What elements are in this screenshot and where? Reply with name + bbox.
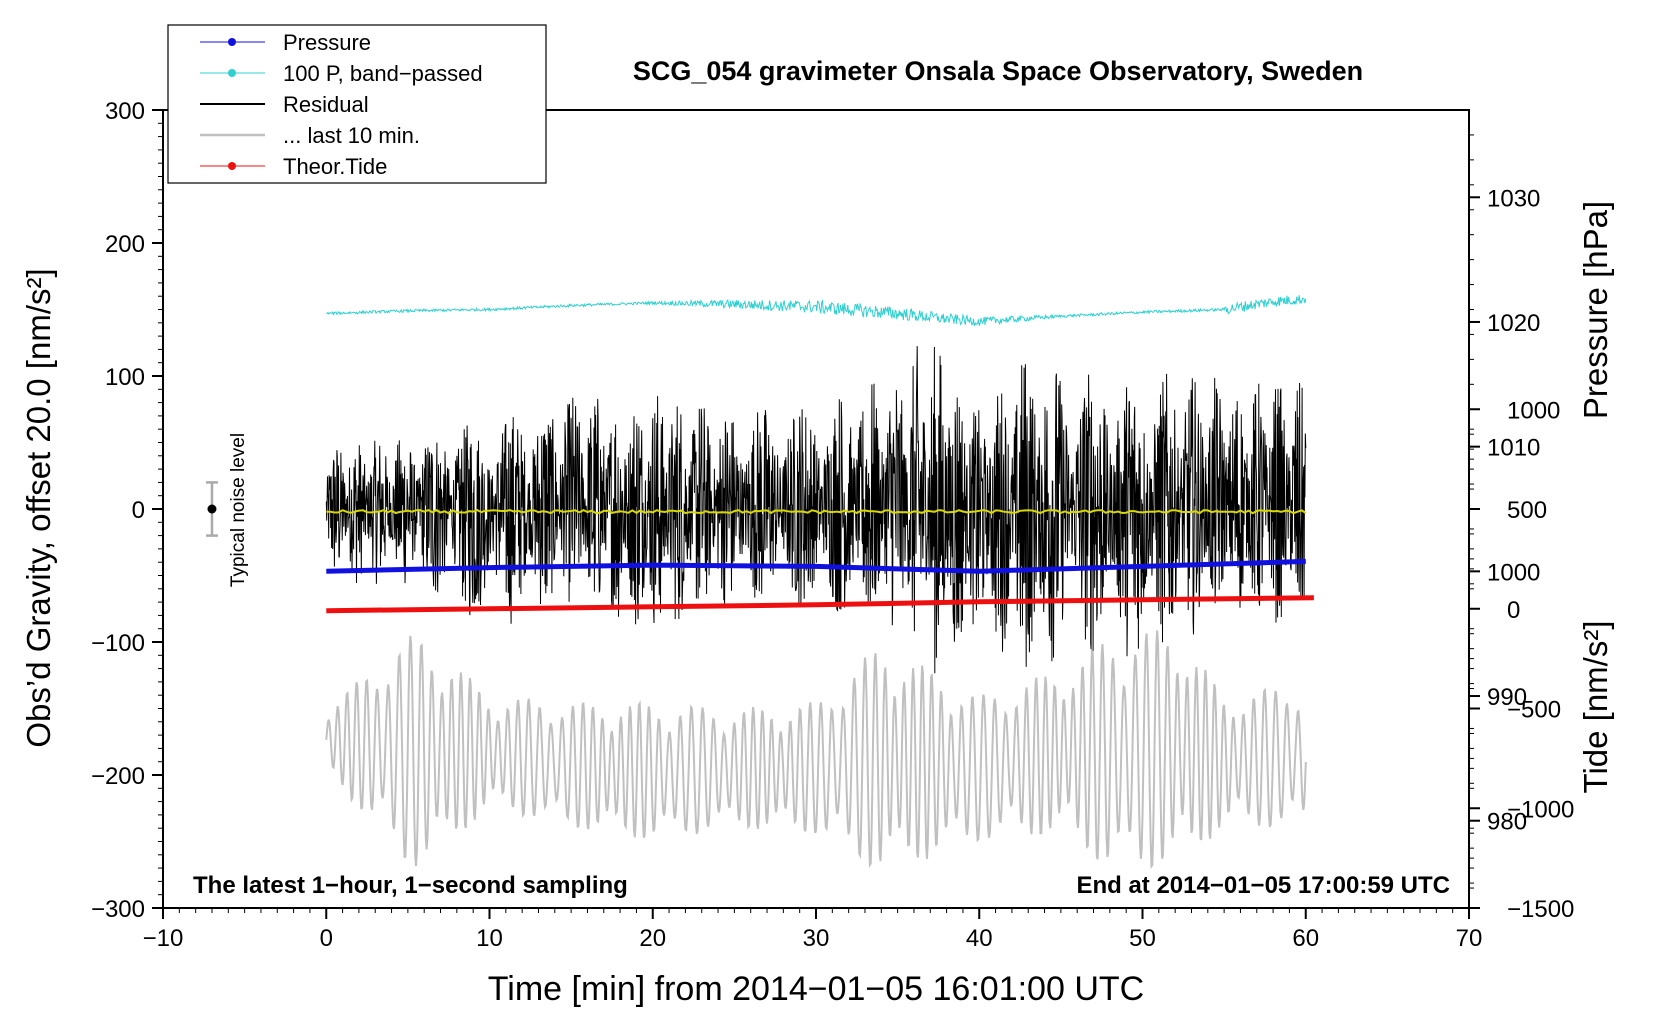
chart-title: SCG_054 gravimeter Onsala Space Observat… xyxy=(633,56,1363,86)
annotation-sampling: The latest 1−hour, 1−second sampling xyxy=(193,872,628,899)
y-tick-label: 200 xyxy=(105,231,145,258)
y-tick-label: −100 xyxy=(91,630,145,657)
x-axis-label: Time [min] from 2014−01−05 16:01:00 UTC xyxy=(488,970,1144,1008)
series-tide-line xyxy=(326,595,1314,614)
y-tick-label: 100 xyxy=(105,364,145,391)
legend-marker xyxy=(228,38,236,46)
data-layer xyxy=(325,295,1314,869)
noise-level-label: Typical noise level xyxy=(228,433,249,587)
x-tick-label: 50 xyxy=(1129,925,1156,952)
noise-level-indicator xyxy=(205,481,218,537)
legend-marker xyxy=(228,162,236,170)
y-tick-label: 300 xyxy=(105,98,145,125)
x-tick-label: 10 xyxy=(476,925,503,952)
y-axis-label-left: Obs’d Gravity, offset 20.0 [nm/s²] xyxy=(20,268,57,747)
tide-tick-label: −500 xyxy=(1507,697,1561,724)
x-tick-label: 0 xyxy=(320,925,333,952)
pressure-tick-label: 980 xyxy=(1487,809,1527,836)
pressure-tick-label: 1020 xyxy=(1487,310,1540,337)
noise-level-dot xyxy=(207,504,217,514)
series-last-10-min-line xyxy=(325,630,1307,869)
x-tick-label: 20 xyxy=(639,925,666,952)
x-tick-label: −10 xyxy=(143,925,184,952)
series-pressure-line xyxy=(326,558,1306,574)
y-tick-label: 0 xyxy=(132,497,145,524)
pressure-tick-label: 1000 xyxy=(1487,559,1540,586)
y-axis-label-pressure: Pressure [hPa] xyxy=(1577,201,1614,419)
x-axis-ticks: −10 0 10 20 30 40 50 60 70 xyxy=(143,908,1483,952)
tide-tick-label: 500 xyxy=(1507,497,1547,524)
tide-axis-ticks: 1000 500 0 −500 −1000 −1500 xyxy=(1469,397,1574,923)
series-residual-line xyxy=(325,346,1307,674)
pressure-tick-label: 990 xyxy=(1487,684,1527,711)
x-tick-label: 60 xyxy=(1292,925,1319,952)
tide-tick-label: 1000 xyxy=(1507,397,1560,424)
x-tick-label: 30 xyxy=(803,925,830,952)
tide-tick-label: 0 xyxy=(1507,597,1520,624)
y-tick-label: −300 xyxy=(91,896,145,923)
legend-label: ... last 10 min. xyxy=(283,123,420,148)
pressure-tick-label: 1030 xyxy=(1487,185,1540,212)
legend: Pressure 100 P, band−passed Residual ... la… xyxy=(167,24,547,184)
legend-label: 100 P, band−passed xyxy=(283,61,483,86)
legend-label: Theor.Tide xyxy=(283,154,387,179)
x-tick-label: 40 xyxy=(966,925,993,952)
legend-label: Residual xyxy=(283,92,369,117)
series-bandpassed-line xyxy=(326,295,1307,326)
y-axis-label-tide: Tide [nm/s²] xyxy=(1577,621,1614,794)
y-axis-ticks: 300 200 100 0 −100 −200 −300 xyxy=(91,98,163,923)
pressure-tick-label: 1010 xyxy=(1487,435,1540,462)
tide-tick-label: −1000 xyxy=(1507,796,1574,823)
legend-marker xyxy=(228,69,236,77)
residual-mean-line xyxy=(326,508,1307,515)
tide-tick-label: −1500 xyxy=(1507,896,1574,923)
annotation-end-time: End at 2014−01−05 17:00:59 UTC xyxy=(1076,872,1450,899)
legend-label: Pressure xyxy=(283,30,371,55)
x-tick-label: 70 xyxy=(1456,925,1483,952)
y-tick-label: −200 xyxy=(91,763,145,790)
